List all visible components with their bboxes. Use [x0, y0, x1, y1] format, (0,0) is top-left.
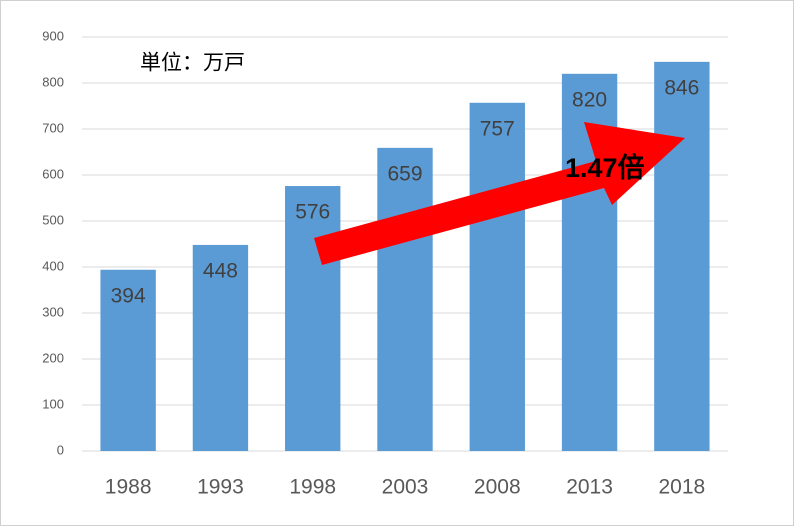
- bar: [192, 244, 249, 451]
- bar: [377, 147, 433, 452]
- data-label: 394: [111, 284, 146, 307]
- data-label: 576: [295, 201, 330, 224]
- y-tick-label: 700: [42, 120, 64, 135]
- x-tick-label: 2018: [658, 476, 705, 499]
- y-tick-label: 400: [42, 258, 64, 273]
- bar: [100, 269, 156, 451]
- y-tick-label: 500: [42, 212, 64, 227]
- data-label: 757: [480, 117, 515, 140]
- x-tick-label: 2013: [566, 476, 613, 499]
- y-tick-label: 100: [42, 396, 64, 411]
- y-tick-label: 800: [42, 74, 64, 89]
- bar: [654, 61, 710, 452]
- data-label: 846: [664, 76, 699, 99]
- bar: [469, 102, 525, 451]
- y-tick-label: 0: [57, 442, 64, 457]
- x-tick-label: 2008: [474, 476, 521, 499]
- x-tick-label: 1998: [289, 476, 336, 499]
- growth-annotation: 1.47倍: [565, 152, 645, 183]
- data-label: 659: [387, 162, 422, 185]
- data-label: 820: [572, 88, 607, 111]
- x-tick-label: 2003: [382, 476, 429, 499]
- y-tick-label: 300: [42, 304, 64, 319]
- unit-annotation: 単位：万戸: [140, 52, 245, 75]
- x-tick-label: 1993: [197, 476, 244, 499]
- y-tick-label: 900: [42, 28, 64, 43]
- data-label: 448: [203, 259, 238, 282]
- bar: [285, 186, 341, 452]
- y-tick-label: 600: [42, 166, 64, 181]
- x-tick-label: 1988: [105, 476, 152, 499]
- growth-arrow: [314, 122, 685, 265]
- y-tick-label: 200: [42, 350, 64, 365]
